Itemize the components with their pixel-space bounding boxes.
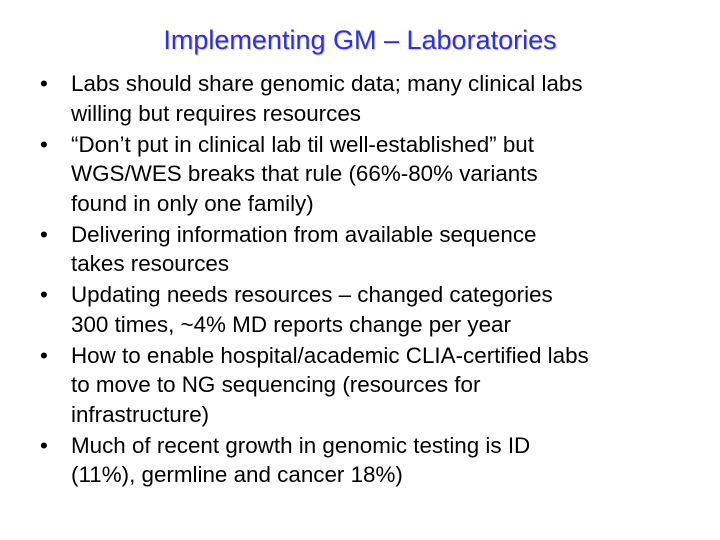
bullet-text-line: Much of recent growth in genomic testing… — [71, 432, 531, 458]
bullet-text-line: 300 times, ~4% MD reports change per yea… — [71, 311, 511, 337]
bullet-text-line: to move to NG sequencing (resources for — [71, 372, 481, 397]
bullet-text-line: infrastructure) — [71, 401, 210, 427]
bullet-dot-icon: • — [40, 342, 48, 368]
bullet-item: • Much of recent growth in genomic testin… — [40, 431, 690, 490]
bullet-text-line: Labs should share genomic data; many cli… — [71, 71, 583, 96]
bullet-dot-icon: • — [40, 282, 48, 307]
bullet-item: • Updating needs resources – changed cate… — [40, 280, 690, 339]
slide-title: Implementing GM – Laboratories — [163, 25, 557, 55]
bullet-item: • Labs should share genomic data; many cl… — [40, 69, 690, 128]
bullet-text-line: WGS/WES breaks that rule (66%-80% varian… — [71, 161, 538, 186]
bullet-list: • Labs should share genomic data; many cl… — [40, 69, 690, 491]
bullet-text-line: Delivering information from available se… — [71, 221, 537, 247]
bullet-dot-icon: • — [40, 221, 48, 247]
bullet-text-line: (11%), germline and cancer 18%) — [71, 462, 403, 487]
bullet-text-line: found in only one family) — [71, 190, 314, 216]
bullet-item: • Delivering information from available s… — [40, 220, 690, 279]
bullet-text-line: willing but requires resources — [71, 100, 361, 126]
bullet-text-line: Updating needs resources – changed categ… — [71, 282, 553, 307]
bullet-text-line: How to enable hospital/academic CLIA-cer… — [71, 342, 589, 368]
bullet-text-line: “Don’t put in clinical lab til well-esta… — [71, 131, 534, 157]
bullet-dot-icon: • — [40, 131, 48, 157]
bullet-dot-icon: • — [40, 71, 48, 96]
bullet-dot-icon: • — [40, 432, 48, 458]
bullet-text-line: takes resources — [71, 251, 230, 276]
bullet-item: • “Don’t put in clinical lab til well-est… — [40, 130, 690, 219]
bullet-item: • How to enable hospital/academic CLIA-ce… — [40, 341, 690, 430]
